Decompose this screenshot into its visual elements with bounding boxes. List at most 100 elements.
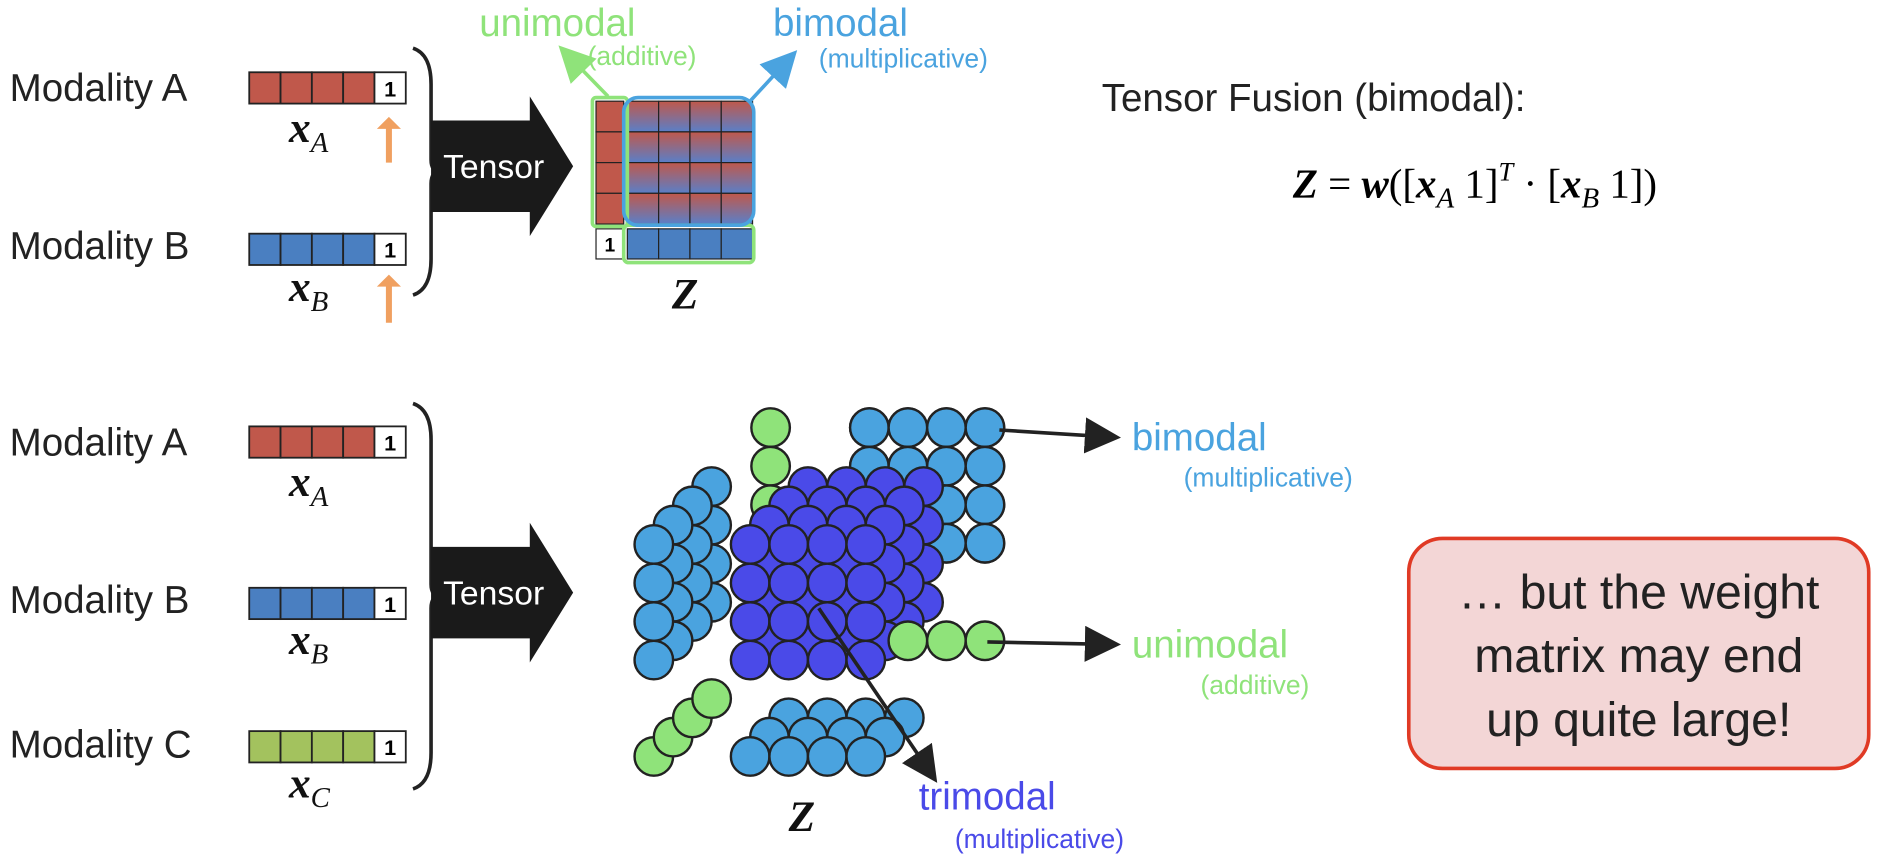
- matrix-cell: [626, 228, 660, 260]
- matrix-cell: [658, 162, 691, 194]
- tensor-element: [964, 522, 1006, 564]
- vector-cell: [310, 71, 345, 105]
- tensor-element: [806, 523, 848, 565]
- arrow: [999, 417, 1121, 454]
- matrix-cell: [689, 162, 722, 194]
- unimodal-note: (additive): [1200, 670, 1309, 700]
- tensor-arrow: [431, 522, 574, 663]
- modality-label: Modality B: [10, 579, 190, 622]
- vector-one: 1: [384, 430, 396, 455]
- unimodal-label: unimodal: [479, 2, 635, 45]
- vector-cell: [279, 425, 313, 459]
- vector-symbol: xC: [288, 759, 331, 814]
- vector-cell: [248, 232, 282, 266]
- matrix-cell: [689, 100, 722, 133]
- matrix-cell: [720, 131, 754, 164]
- equation-part: Z: [1292, 162, 1318, 207]
- tensor-element: [691, 678, 733, 720]
- tensor-element: [729, 735, 771, 777]
- matrix-cell: [658, 228, 691, 260]
- tensor-element: [768, 639, 810, 681]
- tensor-element: [964, 484, 1006, 526]
- tensor-element: [768, 562, 810, 604]
- arrow: [817, 607, 938, 783]
- tensor-symbol: Z: [788, 793, 815, 841]
- outline: [590, 95, 630, 229]
- bimodal-note: (multiplicative): [1184, 463, 1353, 493]
- equation-part: =: [1318, 162, 1362, 207]
- matrix-cell: [720, 192, 754, 225]
- vector-cell: [373, 586, 407, 621]
- matrix-cell: [658, 192, 691, 225]
- tensor-element: [964, 407, 1006, 449]
- vector-symbol: xB: [288, 263, 329, 318]
- vector-cell: [248, 425, 282, 459]
- tensor-element: [925, 407, 967, 449]
- tensor-element: [729, 562, 771, 604]
- arrow: [987, 625, 1121, 662]
- matrix-cell: [658, 100, 691, 133]
- tensor-element: [845, 523, 887, 565]
- equation-part: T: [1499, 157, 1516, 187]
- vector-cell: [248, 71, 282, 105]
- equation-part: A: [1435, 182, 1455, 214]
- vector-cell: [373, 232, 407, 266]
- matrix-cell: [595, 100, 625, 133]
- vector-symbol: xA: [288, 458, 329, 513]
- tensor-element: [768, 601, 810, 642]
- vector-cell: [279, 71, 313, 105]
- arrow: [747, 50, 798, 104]
- equation: Z = w([xA 1]T · [xB 1]): [1292, 157, 1657, 214]
- vector-cell: [248, 730, 282, 764]
- vector-cell: [342, 232, 376, 266]
- callout-line: matrix may end: [1474, 629, 1803, 683]
- equation-part: ([: [1389, 162, 1416, 207]
- tensor-element: [729, 523, 771, 565]
- equation-part: · [: [1513, 162, 1561, 207]
- tensor-element: [729, 601, 771, 642]
- equation-part: B: [1581, 182, 1599, 214]
- matrix-cell: [720, 100, 754, 133]
- matrix-cell: [720, 228, 754, 260]
- modality-label: Modality C: [10, 724, 192, 767]
- equation-part: 1]: [1454, 162, 1498, 207]
- tensor-arrow: [431, 96, 574, 237]
- bimodal-label: bimodal: [773, 2, 908, 45]
- vector-cell: [310, 425, 345, 459]
- shapes: 1 1 1 1 1 Tensor Tensor 1: [248, 45, 1121, 791]
- vector-cell: [342, 425, 376, 459]
- vector-cell: [373, 425, 407, 459]
- vector-cell: [342, 71, 376, 105]
- equation-part: x: [1415, 162, 1436, 207]
- tensor-element: [633, 523, 675, 565]
- vector-one: 1: [384, 735, 396, 760]
- equation-part: x: [1560, 162, 1581, 207]
- modality-label: Modality A: [10, 67, 188, 110]
- matrix-cell: [626, 192, 660, 225]
- tensor-element: [806, 562, 848, 604]
- equation-part: 1]): [1599, 162, 1657, 207]
- vector-cell: [342, 730, 376, 764]
- matrix-cell: [595, 192, 625, 225]
- callout-line: up quite large!: [1486, 693, 1791, 747]
- vector-one: 1: [384, 592, 396, 617]
- tensor-element: [633, 639, 675, 681]
- unimodal-label: unimodal: [1132, 624, 1288, 667]
- vector-cell: [373, 71, 407, 105]
- tensor-label: Tensor: [443, 148, 544, 186]
- tensor-element: [729, 639, 771, 681]
- tensor-symbol: Z: [671, 270, 698, 318]
- callout-box: [1406, 536, 1871, 771]
- tensor-element: [806, 735, 848, 777]
- modality-label: Modality B: [10, 225, 190, 268]
- tensor-label: Tensor: [443, 575, 544, 613]
- tensor-element: [925, 620, 967, 662]
- callout-line: … but the weight: [1458, 565, 1820, 619]
- matrix-cell: [626, 131, 660, 164]
- tensor-element: [806, 639, 848, 681]
- vector-symbol: xB: [288, 616, 329, 671]
- arrow: [558, 45, 610, 98]
- tensor-element: [633, 562, 675, 604]
- vector-cell: [310, 730, 345, 764]
- trimodal-note: (multiplicative): [955, 824, 1124, 854]
